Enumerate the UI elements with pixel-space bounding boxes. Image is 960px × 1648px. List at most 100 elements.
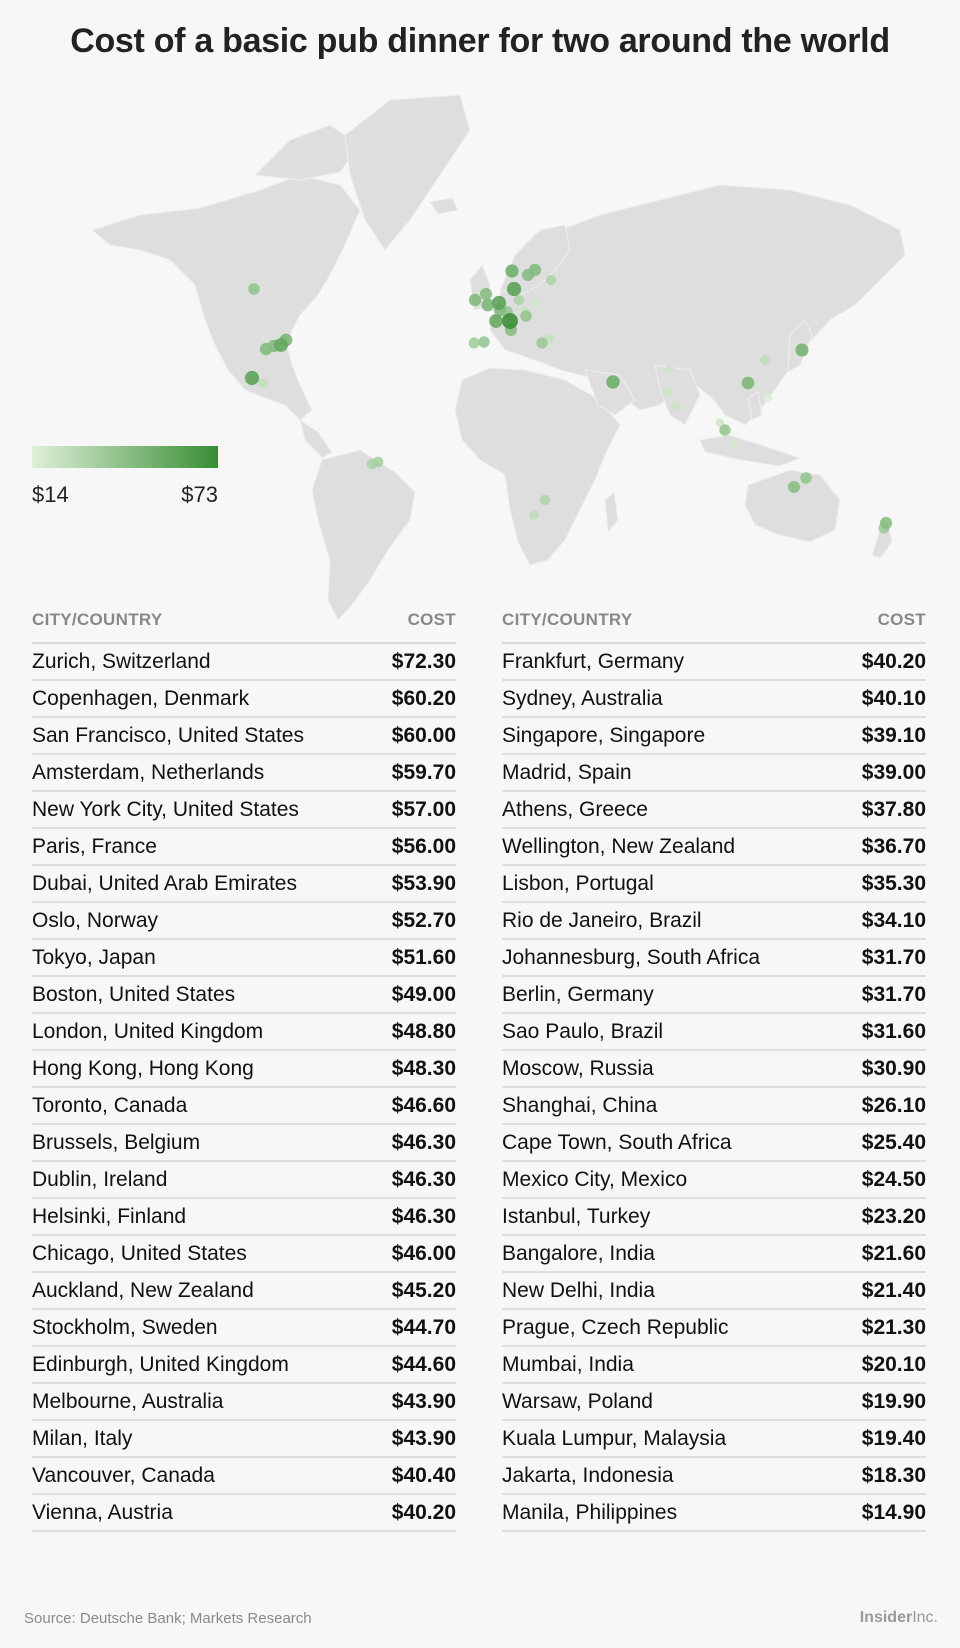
cost-value: $24.50 bbox=[861, 1167, 926, 1191]
cost-value: $60.20 bbox=[391, 686, 456, 710]
cost-value: $46.30 bbox=[391, 1167, 456, 1191]
table-row: Wellington, New Zealand $36.70 bbox=[502, 829, 926, 866]
table-row: Zurich, Switzerland $72.30 bbox=[32, 644, 456, 681]
city-name: Berlin, Germany bbox=[502, 982, 654, 1006]
city-name: Brussels, Belgium bbox=[32, 1130, 201, 1154]
city-name: Sydney, Australia bbox=[502, 686, 663, 710]
city-name: Warsaw, Poland bbox=[502, 1389, 653, 1413]
column-header-city: CITY/COUNTRY bbox=[32, 610, 163, 629]
city-dot bbox=[879, 516, 893, 530]
city-dot bbox=[729, 439, 739, 449]
table-row: Warsaw, Poland $19.90 bbox=[502, 1384, 926, 1421]
city-name: Shanghai, China bbox=[502, 1093, 658, 1117]
table-row: Edinburgh, United Kingdom $44.60 bbox=[32, 1347, 456, 1384]
north-america-landmass bbox=[90, 174, 361, 421]
city-name: Moscow, Russia bbox=[502, 1056, 654, 1080]
table-row: Prague, Czech Republic $21.30 bbox=[502, 1310, 926, 1347]
city-name: Manila, Philippines bbox=[502, 1500, 678, 1524]
city-name: Mexico City, Mexico bbox=[502, 1167, 688, 1191]
city-dot bbox=[258, 378, 268, 388]
table-row: Mexico City, Mexico $24.50 bbox=[502, 1162, 926, 1199]
city-dot bbox=[760, 355, 770, 365]
south-america-landmass bbox=[311, 449, 416, 620]
city-dot bbox=[502, 313, 518, 329]
table-row: Copenhagen, Denmark $60.20 bbox=[32, 681, 456, 718]
cost-value: $49.00 bbox=[391, 982, 456, 1006]
greenland-landmass bbox=[344, 94, 471, 251]
cost-value: $30.90 bbox=[861, 1056, 926, 1080]
table-row: Stockholm, Sweden $44.70 bbox=[32, 1310, 456, 1347]
city-dot bbox=[528, 263, 542, 277]
cost-value: $35.30 bbox=[861, 871, 926, 895]
city-name: New York City, United States bbox=[32, 797, 299, 821]
city-name: Zurich, Switzerland bbox=[32, 649, 211, 673]
cost-value: $19.90 bbox=[861, 1389, 926, 1413]
city-dot bbox=[671, 401, 681, 411]
cost-value: $45.20 bbox=[391, 1278, 456, 1302]
world-map bbox=[90, 94, 906, 620]
philippines-landmass bbox=[747, 391, 763, 421]
city-name: Jakarta, Indonesia bbox=[502, 1463, 674, 1487]
city-name: Madrid, Spain bbox=[502, 760, 632, 784]
cost-value: $37.80 bbox=[861, 797, 926, 821]
table-row: Dubai, United Arab Emirates $53.90 bbox=[32, 866, 456, 903]
cost-value: $44.60 bbox=[391, 1352, 456, 1376]
table-row: Oslo, Norway $52.70 bbox=[32, 903, 456, 940]
table-row: Istanbul, Turkey $23.20 bbox=[502, 1199, 926, 1236]
city-dot bbox=[481, 298, 495, 312]
cost-value: $34.10 bbox=[861, 908, 926, 932]
table-row: Berlin, Germany $31.70 bbox=[502, 977, 926, 1014]
city-name: Dubai, United Arab Emirates bbox=[32, 871, 297, 895]
table-row: Amsterdam, Netherlands $59.70 bbox=[32, 755, 456, 792]
city-name: Chicago, United States bbox=[32, 1241, 247, 1265]
arabia-landmass bbox=[584, 369, 636, 416]
table-row: Melbourne, Australia $43.90 bbox=[32, 1384, 456, 1421]
city-name: Hong Kong, Hong Kong bbox=[32, 1056, 254, 1080]
table-row: Frankfurt, Germany $40.20 bbox=[502, 644, 926, 681]
city-name: Auckland, New Zealand bbox=[32, 1278, 254, 1302]
column-header-cost: COST bbox=[407, 610, 456, 629]
table-row: New Delhi, India $21.40 bbox=[502, 1273, 926, 1310]
table-row: Vancouver, Canada $40.40 bbox=[32, 1458, 456, 1495]
cost-value: $19.40 bbox=[861, 1426, 926, 1450]
table-row: Athens, Greece $37.80 bbox=[502, 792, 926, 829]
column-header-city: CITY/COUNTRY bbox=[502, 610, 633, 629]
city-dot bbox=[520, 310, 532, 322]
cost-value: $53.90 bbox=[391, 871, 456, 895]
table-row: Mumbai, India $20.10 bbox=[502, 1347, 926, 1384]
table-row: Milan, Italy $43.90 bbox=[32, 1421, 456, 1458]
cost-value: $43.90 bbox=[391, 1389, 456, 1413]
cost-value: $60.00 bbox=[391, 723, 456, 747]
page-title: Cost of a basic pub dinner for two aroun… bbox=[70, 22, 890, 60]
city-name: Mumbai, India bbox=[502, 1352, 634, 1376]
city-name: Athens, Greece bbox=[502, 797, 648, 821]
australia-landmass bbox=[744, 469, 841, 543]
india-landmass bbox=[654, 364, 701, 426]
city-name: Amsterdam, Netherlands bbox=[32, 760, 265, 784]
table-row: Brussels, Belgium $46.30 bbox=[32, 1125, 456, 1162]
cost-value: $31.70 bbox=[861, 945, 926, 969]
table-row: Sao Paulo, Brazil $31.60 bbox=[502, 1014, 926, 1051]
cost-value: $31.60 bbox=[861, 1019, 926, 1043]
table-row: Lisbon, Portugal $35.30 bbox=[502, 866, 926, 903]
table-header: CITY/COUNTRY COST bbox=[32, 610, 456, 644]
city-name: Johannesburg, South Africa bbox=[502, 945, 761, 969]
cost-value: $46.30 bbox=[391, 1204, 456, 1228]
table-row: Cape Town, South Africa $25.40 bbox=[502, 1125, 926, 1162]
cost-value: $57.00 bbox=[391, 797, 456, 821]
cost-value: $52.70 bbox=[391, 908, 456, 932]
cost-value: $48.30 bbox=[391, 1056, 456, 1080]
table-row: Sydney, Australia $40.10 bbox=[502, 681, 926, 718]
city-dot bbox=[787, 480, 801, 494]
city-name: Helsinki, Finland bbox=[32, 1204, 187, 1228]
table-row: London, United Kingdom $48.80 bbox=[32, 1014, 456, 1051]
city-name: Kuala Lumpur, Malaysia bbox=[502, 1426, 727, 1450]
cost-value: $31.70 bbox=[861, 982, 926, 1006]
city-dot bbox=[800, 472, 812, 484]
cost-value: $46.00 bbox=[391, 1241, 456, 1265]
city-dot bbox=[244, 370, 260, 386]
cost-value: $46.60 bbox=[391, 1093, 456, 1117]
city-name: Singapore, Singapore bbox=[502, 723, 706, 747]
cost-value: $51.60 bbox=[391, 945, 456, 969]
table-row: Madrid, Spain $39.00 bbox=[502, 755, 926, 792]
